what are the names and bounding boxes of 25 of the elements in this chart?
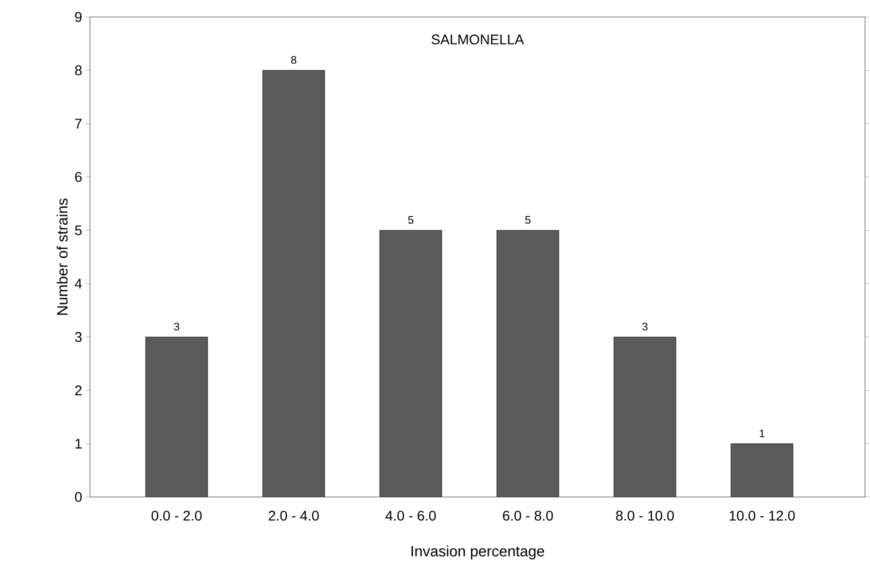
- y-tick-label: 5: [75, 225, 82, 236]
- data-label: 1: [760, 430, 764, 438]
- x-tick-label: 6.0 - 8.0: [502, 510, 553, 521]
- x-tick-label: 8.0 - 10.0: [616, 510, 674, 521]
- x-axis-title: Invasion percentage: [412, 545, 544, 560]
- y-tick-label: 2: [75, 385, 82, 396]
- y-tick-label: 9: [75, 12, 82, 22]
- x-tick-label: 2.0 - 4.0: [268, 510, 319, 521]
- y-tick-label: 8: [75, 65, 82, 76]
- data-label: 5: [408, 216, 414, 224]
- x-tick-label: 4.0 - 6.0: [386, 510, 436, 521]
- y-tick-label: 0: [75, 492, 82, 502]
- y-tick-label: 3: [75, 332, 82, 342]
- x-tick-label: 0.0 - 2.0: [152, 510, 202, 521]
- data-label: 3: [174, 322, 180, 330]
- data-label: 5: [525, 216, 530, 224]
- data-label: 8: [291, 56, 296, 64]
- text: SALMONELLA: [432, 34, 524, 44]
- x-tick-label: 10.0 - 12.0: [730, 510, 795, 521]
- y-tick-label: 4: [74, 278, 82, 288]
- y-tick-label: 6: [75, 172, 82, 182]
- y-tick-label: 7: [75, 118, 82, 128]
- data-label: 3: [642, 322, 648, 330]
- y-tick-label: 1: [76, 438, 82, 448]
- y-axis-title: Number of strains: [56, 198, 68, 315]
